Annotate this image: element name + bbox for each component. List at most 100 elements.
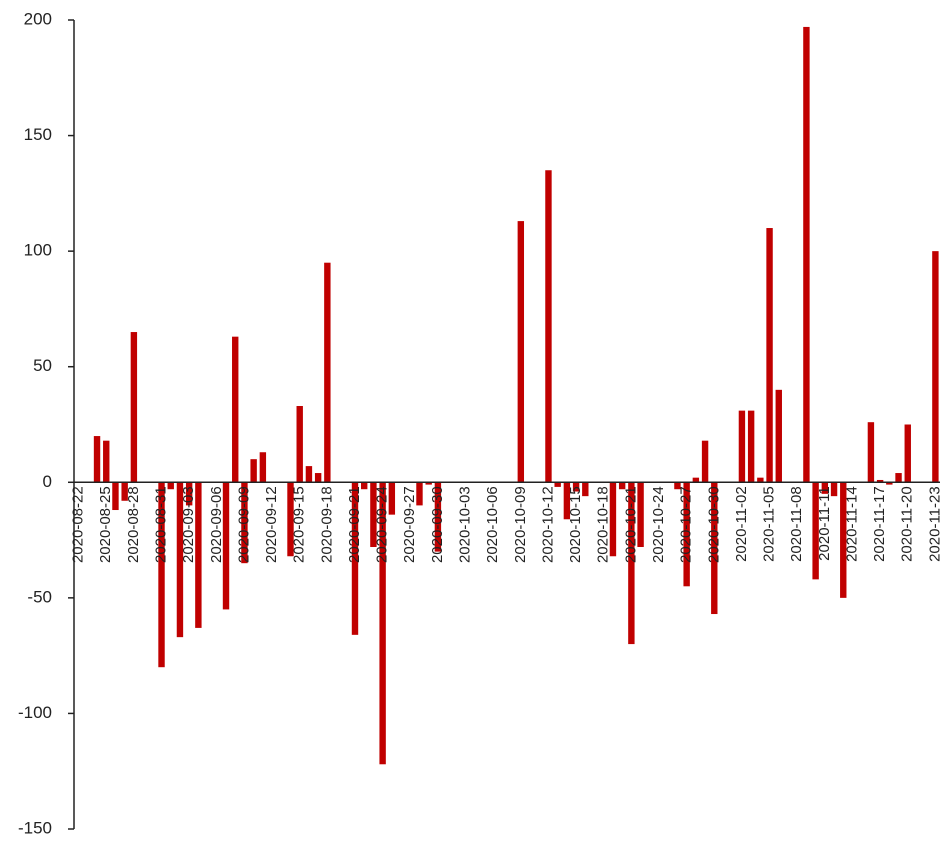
x-tick-label: 2020-09-06 [208, 486, 225, 563]
bar [840, 482, 847, 598]
bar [250, 459, 257, 483]
bar [379, 482, 386, 765]
bar [93, 436, 101, 483]
bar [287, 482, 294, 557]
bar [517, 221, 525, 483]
bar [904, 424, 911, 483]
x-tick-label: 2020-10-27 [678, 486, 695, 563]
x-tick-label: 2020-09-09 [235, 486, 252, 563]
bar [324, 262, 331, 483]
x-tick-label: 2020-11-02 [733, 486, 750, 562]
y-tick-label: 150 [24, 125, 52, 144]
bar [563, 482, 571, 520]
x-tick-label: 2020-11-08 [788, 486, 805, 562]
x-tick-label: 2020-09-03 [180, 486, 197, 563]
bar [757, 477, 764, 483]
bar [388, 482, 396, 515]
x-tick-label: 2020-10-15 [567, 486, 584, 563]
bar [434, 482, 442, 552]
bar [416, 482, 423, 506]
x-tick-label: 2020-11-11 [816, 486, 833, 561]
bar [259, 452, 267, 483]
bar [361, 482, 368, 490]
bar [711, 482, 718, 615]
bar [167, 482, 174, 490]
bar [305, 466, 313, 483]
x-tick-label: 2020-10-03 [457, 486, 474, 563]
bar [176, 482, 184, 638]
bar [775, 389, 782, 483]
y-tick-label: 100 [24, 241, 52, 260]
x-tick-label: 2020-08-31 [152, 486, 169, 563]
bar [158, 482, 165, 668]
x-tick-label: 2020-11-20 [899, 486, 916, 562]
bar [296, 406, 303, 483]
bar [195, 482, 202, 628]
x-tick-label: 2020-08-28 [125, 486, 142, 563]
bar [222, 482, 230, 610]
y-tick-label: -50 [27, 587, 52, 606]
bar [241, 482, 248, 564]
bar [867, 422, 875, 483]
bar [582, 482, 589, 497]
x-tick-label: 2020-08-22 [70, 486, 87, 563]
bar [830, 482, 838, 497]
x-tick-label: 2020-11-05 [761, 486, 778, 562]
y-tick-label: 50 [33, 356, 52, 375]
y-tick-label: -100 [18, 703, 52, 722]
bar [314, 473, 322, 483]
bar [803, 26, 810, 483]
bar [618, 482, 626, 490]
y-tick-label: -150 [18, 818, 52, 837]
x-tick-label: 2020-10-06 [484, 486, 501, 563]
bar [886, 482, 893, 485]
bar [701, 440, 709, 483]
bar [895, 473, 902, 483]
x-tick-label: 2020-11-23 [926, 486, 941, 562]
x-tick-label: 2020-10-12 [539, 486, 556, 563]
bar [112, 482, 119, 511]
bar [232, 336, 239, 483]
x-tick-label: 2020-10-09 [512, 486, 529, 563]
bar [130, 332, 138, 483]
bar [812, 482, 819, 580]
bar [554, 482, 561, 487]
bar [545, 170, 552, 483]
bar [609, 482, 617, 557]
x-tick-label: 2020-09-21 [346, 486, 363, 563]
x-tick-label: 2020-09-15 [291, 486, 308, 563]
bar [674, 482, 681, 490]
bar [876, 479, 884, 483]
bar [932, 251, 939, 483]
x-tick-label: 2020-09-18 [318, 486, 335, 563]
x-tick-label: 2020-09-12 [263, 486, 280, 563]
bar [351, 482, 359, 635]
x-tick-label: 2020-09-24 [374, 486, 391, 563]
bar [185, 482, 193, 506]
bar [121, 482, 128, 501]
bar [572, 482, 580, 492]
bar [747, 410, 755, 483]
bar [103, 440, 110, 483]
y-tick-label: 0 [43, 472, 52, 491]
x-tick-label: 2020-08-25 [97, 486, 114, 563]
x-tick-label: 2020-10-24 [650, 486, 667, 563]
x-tick-label: 2020-10-30 [705, 486, 722, 563]
x-tick-label: 2020-09-27 [401, 486, 418, 563]
x-tick-label: 2020-09-30 [429, 486, 446, 563]
bar [738, 410, 746, 483]
x-tick-label: 2020-11-14 [843, 486, 860, 562]
x-tick-label: 2020-10-18 [595, 486, 612, 563]
x-tick-label: 2020-11-17 [871, 486, 888, 562]
bar [370, 482, 377, 548]
bar [766, 228, 773, 483]
bar [637, 482, 644, 548]
bar [628, 482, 635, 645]
bar [683, 482, 690, 587]
x-tick-label: 2020-10-21 [622, 486, 639, 563]
bar [821, 482, 829, 494]
y-tick-label: 200 [24, 9, 52, 28]
bar [692, 477, 700, 483]
bar [425, 482, 432, 485]
